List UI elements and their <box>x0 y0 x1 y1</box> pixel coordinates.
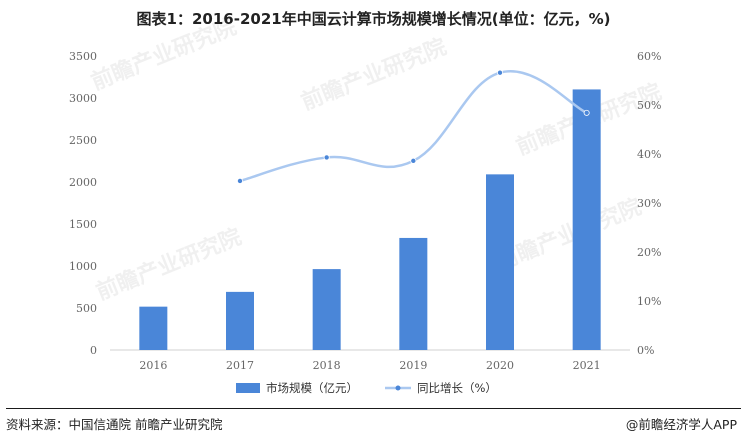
legend: 市场规模（亿元） 同比增长（%） <box>236 381 497 395</box>
bar <box>139 306 168 350</box>
legend-line-label: 同比增长（%） <box>417 381 497 395</box>
brand-text: @前瞻经济学人APP <box>625 417 737 432</box>
watermark: 前瞻产业研究院 <box>88 14 241 96</box>
left-axis-ticks: 0 500 1000 1500 2000 2500 3000 3500 <box>69 50 97 357</box>
x-tick-label: 2021 <box>573 359 601 372</box>
legend-line-marker <box>395 385 401 391</box>
bar <box>312 269 341 350</box>
chart-title: 图表1：2016-2021年中国云计算市场规模增长情况(单位：亿元，%) <box>136 10 611 28</box>
footer-divider <box>6 408 741 409</box>
x-tick-label: 2020 <box>486 359 514 372</box>
bar <box>399 237 428 350</box>
growth-point <box>236 177 243 184</box>
y2-tick-label: 60% <box>637 50 661 63</box>
y-tick-label: 2500 <box>69 134 97 147</box>
y2-tick-label: 50% <box>637 99 661 112</box>
y-tick-label: 1500 <box>69 218 97 231</box>
bar-series <box>139 89 601 350</box>
x-tick-label: 2019 <box>399 359 427 372</box>
growth-point <box>323 154 330 161</box>
watermark: 前瞻产业研究院 <box>493 194 646 276</box>
y2-tick-label: 10% <box>637 295 661 308</box>
growth-point <box>496 69 503 76</box>
y-tick-label: 0 <box>90 344 97 357</box>
y2-tick-label: 30% <box>637 197 661 210</box>
y2-tick-label: 40% <box>637 148 661 161</box>
watermark: 前瞻产业研究院 <box>93 224 246 306</box>
legend-bar-swatch <box>236 383 260 393</box>
bar <box>572 89 601 350</box>
growth-line <box>239 70 588 183</box>
watermark: 前瞻产业研究院 <box>298 34 451 116</box>
growth-points <box>236 69 590 184</box>
x-tick-label: 2016 <box>139 359 167 372</box>
right-axis-ticks: 0% 10% 20% 30% 40% 50% 60% <box>637 50 661 357</box>
bar <box>486 174 514 350</box>
y-tick-label: 3500 <box>69 50 97 63</box>
y-tick-label: 500 <box>76 302 97 315</box>
y2-tick-label: 20% <box>637 246 661 259</box>
bar <box>226 291 254 350</box>
x-tick-label: 2018 <box>313 359 341 372</box>
y-tick-label: 2000 <box>69 176 97 189</box>
y-tick-label: 3000 <box>69 92 97 105</box>
footer: 资料来源：中国信通院 前瞻产业研究院 @前瞻经济学人APP <box>0 408 747 441</box>
y2-tick-label: 0% <box>637 344 654 357</box>
y-tick-label: 1000 <box>69 260 97 273</box>
growth-point <box>410 157 417 164</box>
combo-chart: 前瞻产业研究院前瞻产业研究院前瞻产业研究院前瞻产业研究院前瞻产业研究院 0500… <box>69 14 665 395</box>
x-axis-ticks: 2016 2017 2018 2019 2020 2021 <box>139 359 600 372</box>
source-text: 资料来源：中国信通院 前瞻产业研究院 <box>6 417 223 432</box>
x-tick-label: 2017 <box>226 359 254 372</box>
growth-point <box>583 109 590 116</box>
legend-bar-label: 市场规模（亿元） <box>266 381 358 395</box>
